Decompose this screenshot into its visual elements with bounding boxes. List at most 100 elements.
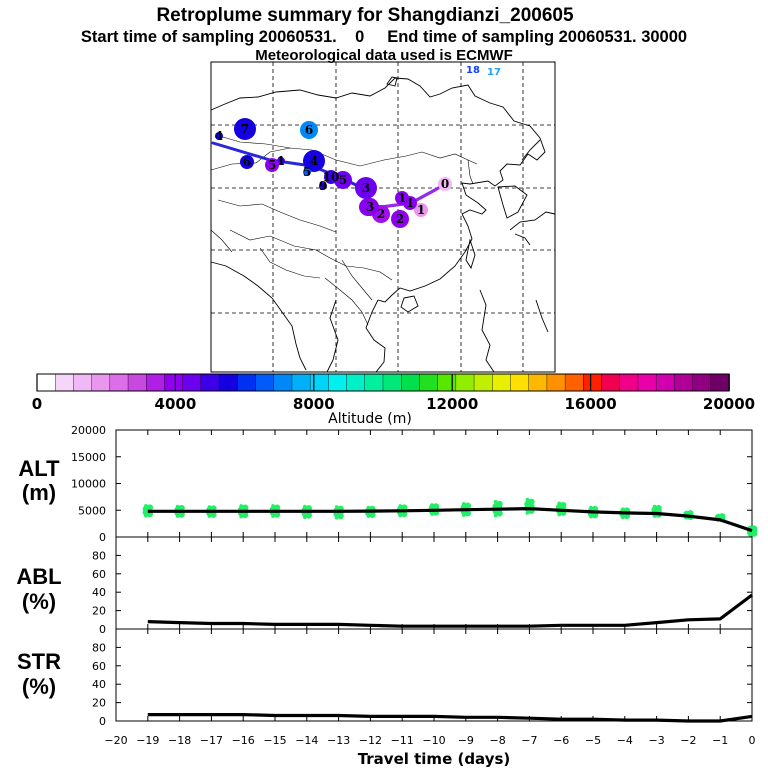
panel-unit-label: (m) — [22, 480, 56, 505]
trajectory-point-marker — [319, 182, 327, 190]
altitude-particle-dot — [655, 504, 662, 512]
colorbar-cell — [364, 373, 384, 392]
trajectory-point-marker — [334, 171, 352, 189]
trajectory-point-label: 5 — [339, 173, 347, 187]
trajectory-point-label: 4 — [310, 154, 318, 168]
x-tick-label: −5 — [585, 734, 601, 747]
altitude-particle-dot — [621, 507, 625, 511]
x-tick-label: −8 — [489, 734, 505, 747]
colorbar-cell — [309, 373, 330, 392]
series-line-alt — [147, 507, 753, 533]
altitude-particle-dot — [652, 504, 657, 509]
colorbar-cell — [255, 373, 275, 392]
x-axis-label: Travel time (days) — [358, 750, 511, 768]
colorbar-cell — [291, 373, 311, 392]
y-tick-label: 0 — [99, 715, 106, 728]
colorbar-cell — [674, 373, 694, 392]
altitude-particle-dot — [334, 505, 339, 509]
colorbar-cell — [36, 373, 57, 392]
colorbar-tick-label: 20000 — [703, 395, 755, 413]
altitude-particle-dot — [175, 504, 180, 509]
trajectory-point-marker — [324, 170, 338, 184]
panel-label: STR — [17, 649, 61, 674]
x-tick-label: −13 — [327, 734, 350, 747]
colorbar-ticks: 0 4000 8000 12000 16000 20000 — [32, 374, 755, 413]
trajectory-point-label: 4 — [215, 129, 223, 143]
trajectory-point-label: 5 — [268, 158, 276, 172]
y-tick-label: 15000 — [71, 451, 106, 464]
x-tick-label: −11 — [391, 734, 414, 747]
trajectory-point-marker — [300, 121, 318, 139]
trajectory-point-marker — [355, 177, 377, 199]
altitude-particle-dot — [528, 498, 535, 505]
colorbar-cell — [164, 373, 184, 392]
trajectory-point-label: 6 — [243, 155, 251, 169]
x-tick-label: −19 — [136, 734, 159, 747]
x-tick-label: −4 — [617, 734, 633, 747]
trajectory-point-marker — [234, 118, 256, 140]
trajectory-point-marker — [391, 210, 409, 228]
trajectory-point-label: 9 — [319, 179, 327, 193]
trajectory-point-marker — [277, 157, 285, 165]
trajectory-point-label: 1 — [398, 191, 406, 205]
altitude-particle-dot — [303, 504, 307, 509]
trajectory-point: 5 — [265, 158, 279, 172]
y-tick-label: 5000 — [78, 504, 106, 517]
panel-label: ABL — [16, 564, 61, 589]
trajectory-points: 011122233591045156764 — [215, 118, 452, 228]
panel-frame — [115, 429, 753, 538]
trajectory-point-label: 2 — [377, 207, 385, 221]
trajectory-point: 6 — [240, 155, 254, 169]
altitude-particle-dot — [525, 497, 530, 502]
series-line-abl — [147, 593, 753, 628]
colorbar-cell — [710, 373, 730, 392]
altitude-particle-dot — [589, 505, 593, 510]
x-tick-label: −17 — [200, 734, 223, 747]
colorbar-label: Altitude (m) — [328, 411, 412, 427]
trajectory-point-marker — [414, 203, 428, 217]
trajectory-point-label: 0 — [441, 177, 449, 191]
trajectory-point: 3 — [355, 177, 377, 199]
colorbar-tick-label: 4000 — [155, 395, 197, 413]
chart-subtitle: Start time of sampling 20060531. 0 End t… — [81, 28, 687, 46]
x-tick-label: −7 — [521, 734, 537, 747]
altitude-particle-dot — [366, 505, 371, 510]
altitude-particle-dot — [719, 513, 726, 520]
colorbar-cell — [127, 373, 148, 392]
panel-alt: 0 5000 10000 15000 20000 ALT(m) — [18, 424, 758, 544]
colorbar-cell — [655, 373, 676, 392]
colorbar-cell — [200, 373, 220, 392]
colorbar-cell — [237, 373, 257, 392]
colorbar-cell — [601, 373, 621, 392]
altitude-colorbar: 0 4000 8000 12000 16000 20000 Altitude (m) — [32, 373, 755, 427]
panel-frame — [115, 536, 753, 630]
altitude-particle-dot — [398, 504, 403, 508]
trajectory-point: 1 — [395, 191, 409, 205]
trajectory-point-label: 3 — [362, 181, 370, 195]
y-tick-label: 20 — [92, 697, 106, 710]
altitude-particle-dot — [560, 501, 567, 509]
altitude-particle-dot — [493, 513, 498, 518]
y-tick-label: 20000 — [71, 424, 106, 437]
colorbar-cell — [419, 373, 439, 392]
altitude-particle-scatter — [142, 497, 758, 537]
x-tick-label: −20 — [104, 734, 127, 747]
trajectory-point-marker — [438, 177, 452, 191]
y-tick-label: 20 — [92, 605, 106, 618]
trajectory-point-label: 5 — [303, 165, 311, 179]
panel-abl: 0 20 40 60 80 ABL(%) — [16, 536, 753, 636]
x-tick-label: −9 — [458, 734, 474, 747]
map-label-17: 17 — [487, 67, 501, 78]
colorbar-cell — [346, 373, 366, 392]
altitude-particle-dot — [684, 510, 689, 515]
trajectory-point-label: 6 — [305, 123, 313, 137]
trajectory-point-marker — [395, 191, 409, 205]
trajectory-point-marker — [215, 132, 223, 140]
colorbar-tick-label: 0 — [32, 395, 42, 413]
colorbar-cell — [55, 373, 75, 392]
trajectory-point-label: 7 — [241, 122, 249, 136]
colorbar-cell — [73, 373, 93, 392]
altitude-particle-dot — [146, 504, 153, 511]
